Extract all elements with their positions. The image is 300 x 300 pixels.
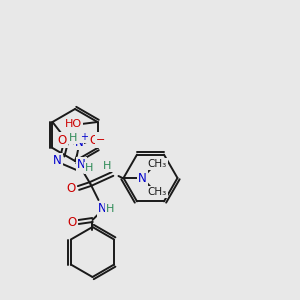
Text: O: O xyxy=(89,134,99,146)
Text: CH₃: CH₃ xyxy=(148,159,167,169)
Text: N: N xyxy=(138,172,147,184)
Text: CH₃: CH₃ xyxy=(148,187,167,197)
Text: H: H xyxy=(106,204,115,214)
Text: O: O xyxy=(68,217,77,230)
Text: H: H xyxy=(103,161,112,171)
Text: HO: HO xyxy=(65,119,82,129)
Text: H: H xyxy=(85,163,94,173)
Text: −: − xyxy=(96,135,106,145)
Text: O: O xyxy=(57,134,67,146)
Text: N: N xyxy=(75,136,83,148)
Text: +: + xyxy=(80,132,88,142)
Text: N: N xyxy=(77,158,86,172)
Text: N: N xyxy=(53,154,62,167)
Text: N: N xyxy=(98,202,107,215)
Text: H: H xyxy=(69,133,78,143)
Text: O: O xyxy=(67,182,76,196)
